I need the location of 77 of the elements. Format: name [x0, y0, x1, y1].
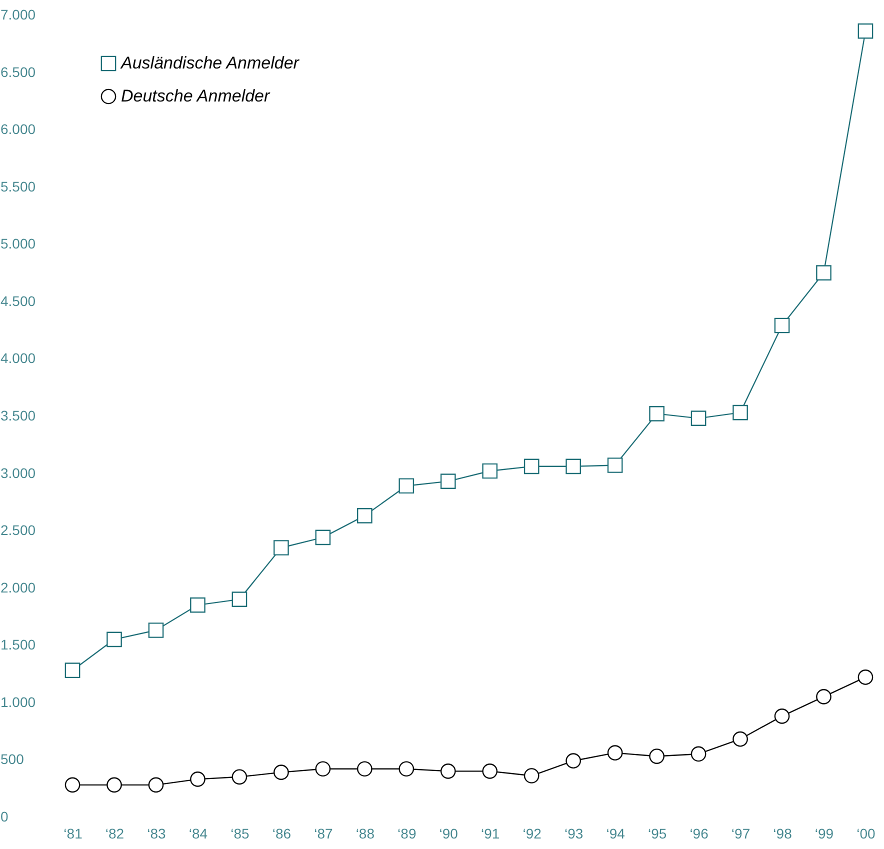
point	[858, 670, 874, 685]
point	[148, 777, 164, 793]
x-tick-label: ‘83	[147, 826, 166, 842]
point	[607, 458, 623, 473]
point	[274, 764, 289, 780]
legend-label: Ausländische Anmelder	[120, 54, 300, 72]
y-tick-label: 4.500	[0, 292, 36, 309]
legend-label: Deutsche Anmelder	[121, 86, 272, 106]
x-tick-label: ‘88	[356, 826, 375, 842]
x-tick-label: ‘94	[606, 826, 626, 842]
point	[64, 777, 80, 793]
point	[524, 458, 540, 474]
x-tick-label: ‘98	[773, 826, 792, 842]
y-tick-label: 3.000	[0, 464, 36, 481]
point	[398, 761, 414, 777]
point	[356, 508, 372, 524]
point	[274, 540, 289, 556]
x-tick-label: ‘93	[564, 826, 584, 842]
point	[649, 406, 664, 422]
point	[524, 768, 540, 784]
point	[774, 708, 790, 724]
point	[106, 632, 122, 648]
x-tick-label: ‘81	[64, 826, 83, 842]
point	[816, 689, 832, 704]
point	[649, 748, 664, 764]
x-tick-label: ‘85	[230, 826, 250, 842]
x-tick-label: ‘91	[481, 826, 500, 842]
point	[440, 764, 456, 779]
point	[774, 318, 790, 334]
point	[356, 761, 372, 777]
point	[232, 592, 248, 607]
y-tick-label: 7.000	[0, 6, 36, 22]
y-tick-label: 6.500	[0, 64, 36, 80]
point	[106, 777, 122, 793]
point	[732, 404, 748, 420]
point	[440, 474, 456, 489]
x-tick-label: ‘86	[272, 826, 292, 842]
y-tick-label: 6.000	[0, 121, 36, 138]
point	[566, 458, 582, 474]
point	[482, 764, 498, 779]
y-tick-label: 500	[0, 751, 24, 768]
point	[315, 530, 331, 546]
x-tick-label: ‘87	[314, 826, 333, 842]
point	[607, 745, 623, 760]
x-tick-label: ‘84	[188, 826, 208, 842]
x-tick-label: ‘99	[814, 826, 834, 842]
point	[232, 769, 248, 785]
point	[690, 410, 706, 426]
y-tick-label: 5.000	[0, 236, 36, 252]
x-tick-label: ‘90	[439, 826, 458, 842]
y-tick-label: 2.000	[0, 579, 36, 596]
y-tick-label: 5.500	[0, 178, 36, 194]
y-tick-label: 1.000	[0, 694, 36, 710]
x-tick-label: ‘92	[522, 826, 542, 842]
point	[816, 265, 832, 280]
x-tick-label: ‘00	[856, 826, 876, 842]
y-tick-label: 4.000	[0, 350, 36, 366]
x-tick-label: ‘95	[648, 826, 667, 842]
point	[732, 731, 748, 747]
point	[315, 761, 331, 777]
y-tick-label: 2.500	[0, 522, 36, 538]
y-tick-label: 3.500	[0, 408, 36, 424]
point	[148, 622, 164, 638]
y-tick-label: 0	[0, 808, 8, 824]
x-tick-label: ‘89	[398, 826, 416, 842]
x-tick-label: ‘97	[731, 826, 750, 842]
y-tick-label: 1.500	[0, 636, 36, 653]
x-tick-label: ‘96	[690, 826, 709, 842]
point	[398, 478, 414, 494]
point	[858, 23, 874, 39]
point	[64, 662, 80, 678]
point	[690, 746, 706, 762]
point	[566, 753, 582, 769]
point	[190, 597, 206, 613]
point	[482, 463, 498, 479]
x-tick-label: ‘82	[105, 826, 124, 842]
point	[190, 772, 206, 787]
